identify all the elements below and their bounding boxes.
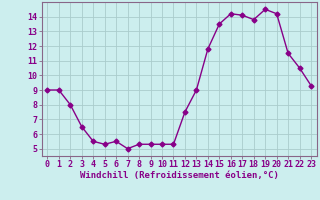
X-axis label: Windchill (Refroidissement éolien,°C): Windchill (Refroidissement éolien,°C) [80, 171, 279, 180]
